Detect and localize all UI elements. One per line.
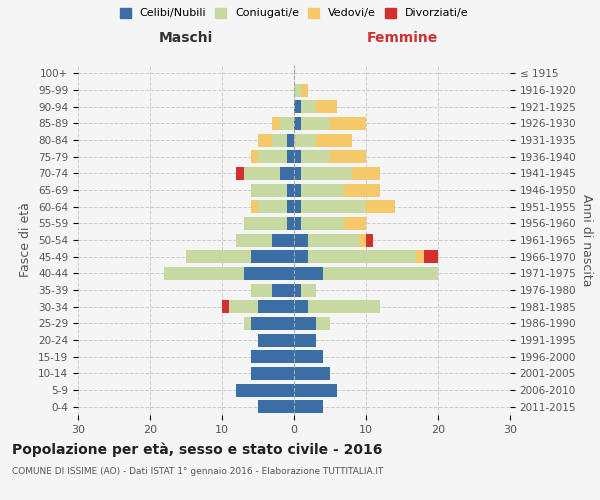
Bar [258,134,272,146]
Bar [294,367,330,380]
Bar [244,317,251,330]
Bar [258,200,287,213]
Bar [251,184,287,196]
Bar [294,184,301,196]
Bar [301,84,308,96]
Bar [294,167,301,180]
Bar [251,150,258,163]
Bar [294,117,301,130]
Bar [294,300,308,313]
Bar [294,234,308,246]
Bar [301,117,330,130]
Bar [186,250,251,263]
Bar [251,250,294,263]
Bar [424,250,438,263]
Bar [251,367,294,380]
Legend: Celibi/Nubili, Coniugati/e, Vedovi/e, Divorziati/e: Celibi/Nubili, Coniugati/e, Vedovi/e, Di… [119,8,469,18]
Bar [251,317,294,330]
Bar [416,250,424,263]
Bar [316,100,337,113]
Bar [294,200,301,213]
Bar [236,234,272,246]
Bar [301,150,330,163]
Bar [258,334,294,346]
Bar [294,350,323,363]
Bar [287,184,294,196]
Bar [272,234,294,246]
Bar [316,317,330,330]
Bar [301,100,316,113]
Bar [280,117,294,130]
Bar [359,234,366,246]
Text: Femmine: Femmine [367,31,437,45]
Bar [294,267,323,280]
Bar [251,350,294,363]
Bar [294,134,316,146]
Bar [344,217,366,230]
Bar [287,217,294,230]
Bar [323,267,438,280]
Bar [287,134,294,146]
Bar [236,167,244,180]
Bar [301,284,316,296]
Bar [258,300,294,313]
Bar [316,134,352,146]
Bar [258,400,294,413]
Bar [330,117,366,130]
Bar [344,184,380,196]
Bar [294,400,323,413]
Bar [294,150,301,163]
Bar [236,384,294,396]
Bar [301,184,344,196]
Bar [222,300,229,313]
Bar [287,150,294,163]
Bar [272,284,294,296]
Bar [294,284,301,296]
Bar [229,300,258,313]
Bar [164,267,244,280]
Bar [258,150,287,163]
Y-axis label: Fasce di età: Fasce di età [19,202,32,278]
Bar [330,150,366,163]
Bar [287,200,294,213]
Bar [272,117,280,130]
Bar [308,250,416,263]
Bar [272,134,287,146]
Bar [294,84,301,96]
Bar [244,267,294,280]
Bar [244,217,287,230]
Bar [366,200,395,213]
Bar [294,317,316,330]
Bar [294,384,337,396]
Bar [352,167,380,180]
Bar [294,334,316,346]
Bar [294,250,308,263]
Bar [366,234,373,246]
Bar [308,300,380,313]
Text: COMUNE DI ISSIME (AO) - Dati ISTAT 1° gennaio 2016 - Elaborazione TUTTITALIA.IT: COMUNE DI ISSIME (AO) - Dati ISTAT 1° ge… [12,468,383,476]
Bar [294,100,301,113]
Text: Maschi: Maschi [159,31,213,45]
Text: Popolazione per età, sesso e stato civile - 2016: Popolazione per età, sesso e stato civil… [12,442,382,457]
Y-axis label: Anni di nascita: Anni di nascita [580,194,593,286]
Bar [301,217,344,230]
Bar [244,167,280,180]
Bar [294,217,301,230]
Bar [251,200,258,213]
Bar [301,167,352,180]
Bar [251,284,272,296]
Bar [301,200,366,213]
Bar [308,234,359,246]
Bar [280,167,294,180]
